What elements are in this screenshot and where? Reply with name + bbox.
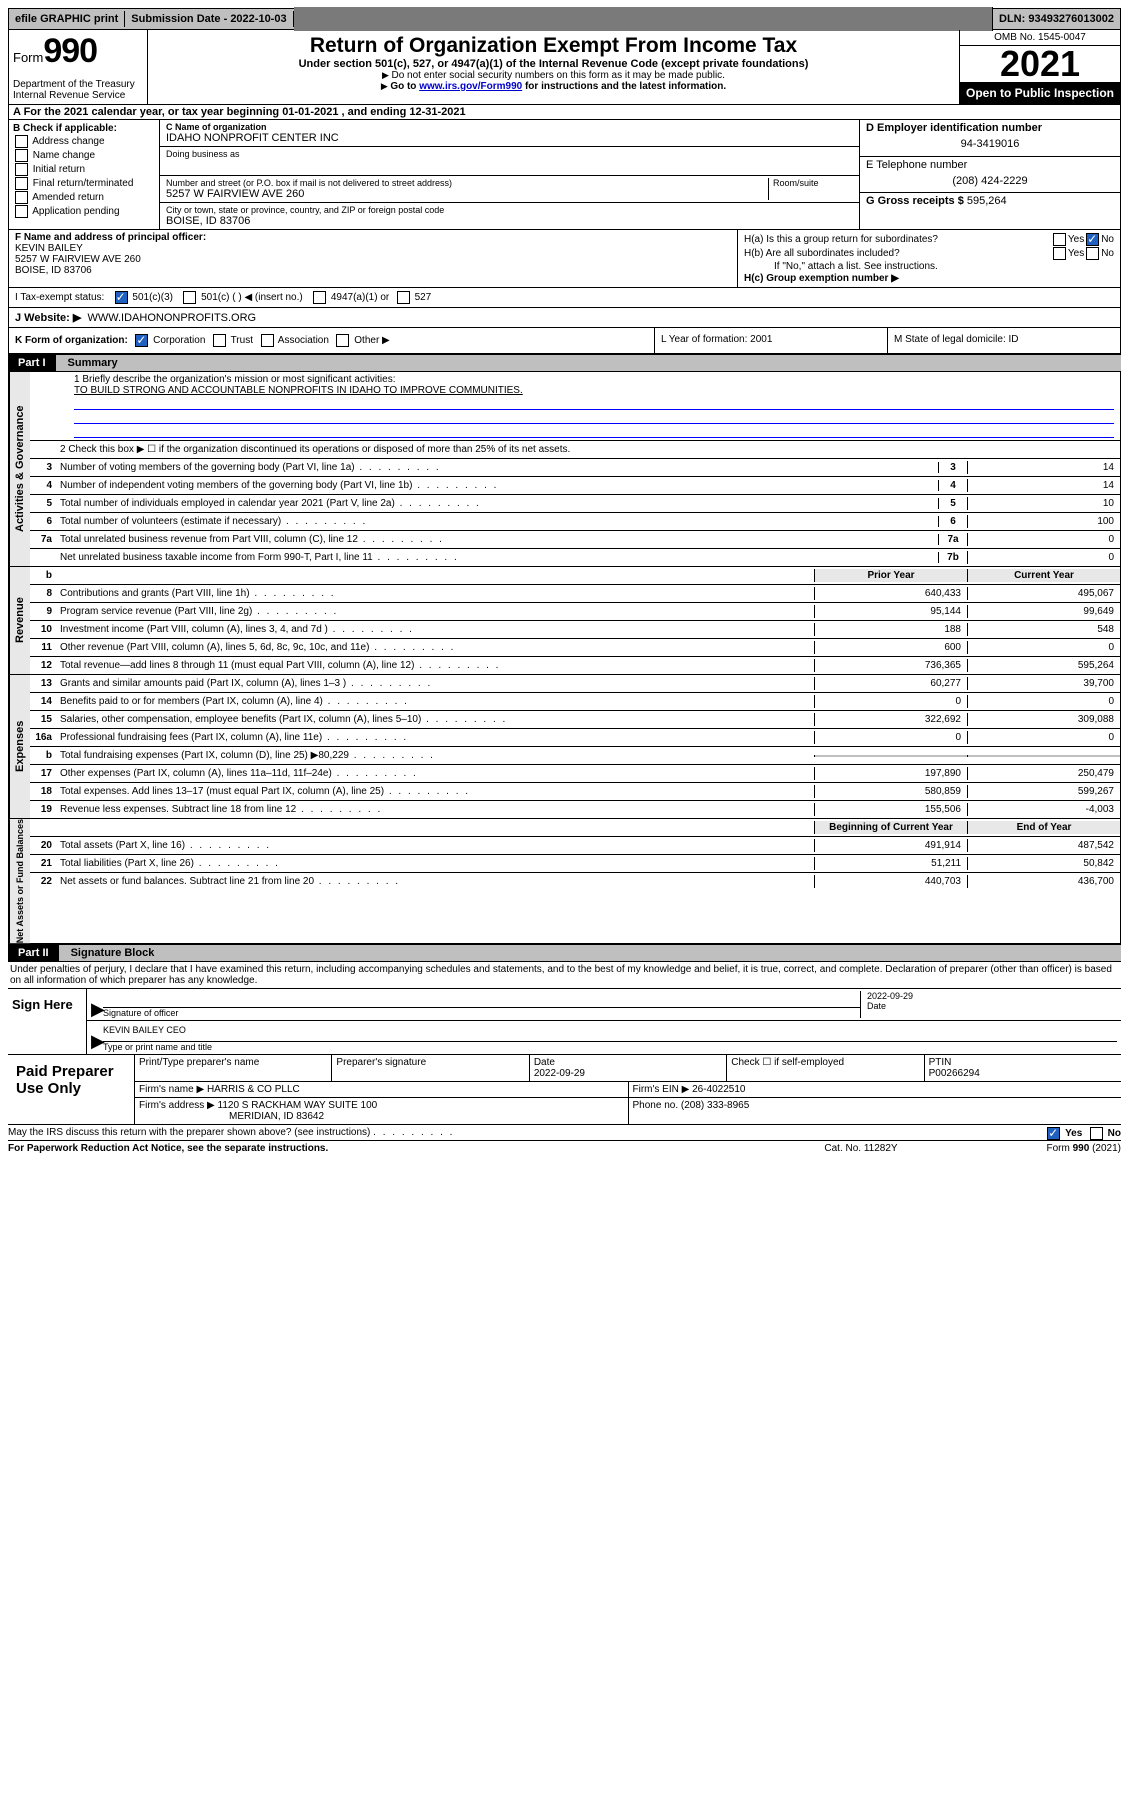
data-row: 9 Program service revenue (Part VIII, li… bbox=[30, 603, 1120, 621]
data-row: 13 Grants and similar amounts paid (Part… bbox=[30, 675, 1120, 693]
tax-year: 2021 bbox=[960, 46, 1120, 82]
dept-treasury: Department of the Treasury bbox=[13, 79, 143, 90]
sign-block: Sign Here ▶ Signature of officer 2022-09… bbox=[8, 989, 1121, 1055]
gov-row: Net unrelated business taxable income fr… bbox=[30, 549, 1120, 566]
preparer-block: Paid Preparer Use Only Print/Type prepar… bbox=[8, 1055, 1121, 1125]
section-a: A For the 2021 calendar year, or tax yea… bbox=[8, 105, 1121, 120]
gov-row: 6 Total number of volunteers (estimate i… bbox=[30, 513, 1120, 531]
firm-name: HARRIS & CO PLLC bbox=[207, 1084, 300, 1095]
row-i: I Tax-exempt status: 501(c)(3) 501(c) ( … bbox=[8, 288, 1121, 308]
data-row: b Total fundraising expenses (Part IX, c… bbox=[30, 747, 1120, 765]
sign-date: 2022-09-29 bbox=[867, 991, 1117, 1001]
data-row: 15 Salaries, other compensation, employe… bbox=[30, 711, 1120, 729]
penalties-text: Under penalties of perjury, I declare th… bbox=[8, 962, 1121, 989]
form-header: Form990 Department of the Treasury Inter… bbox=[8, 30, 1121, 105]
officer-name: KEVIN BAILEY bbox=[15, 243, 731, 254]
org-city: BOISE, ID 83706 bbox=[166, 215, 853, 227]
ptin: P00266294 bbox=[929, 1068, 980, 1079]
irs-discuss-row: May the IRS discuss this return with the… bbox=[8, 1125, 1121, 1140]
form-title: Return of Organization Exempt From Incom… bbox=[152, 34, 955, 58]
gov-row: 5 Total number of individuals employed i… bbox=[30, 495, 1120, 513]
block-bcd: B Check if applicable: Address change Na… bbox=[8, 120, 1121, 230]
org-name: IDAHO NONPROFIT CENTER INC bbox=[166, 132, 853, 144]
subtitle-3: Go to www.irs.gov/Form990 for instructio… bbox=[152, 81, 955, 92]
irs-label: Internal Revenue Service bbox=[13, 90, 143, 101]
phone: (208) 424-2229 bbox=[866, 175, 1114, 187]
side-expenses: Expenses bbox=[9, 675, 30, 818]
form-number: 990 bbox=[43, 32, 97, 70]
footer: For Paperwork Reduction Act Notice, see … bbox=[8, 1140, 1121, 1154]
row-j: J Website: ▶ WWW.IDAHONONPROFITS.ORG bbox=[8, 308, 1121, 328]
data-row: 22 Net assets or fund balances. Subtract… bbox=[30, 873, 1120, 890]
officer-sig-name: KEVIN BAILEY CEO bbox=[103, 1025, 186, 1035]
mission-text: TO BUILD STRONG AND ACCOUNTABLE NONPROFI… bbox=[74, 385, 1114, 396]
part1-body: Activities & Governance 1 Briefly descri… bbox=[8, 372, 1121, 944]
block-fh: F Name and address of principal officer:… bbox=[8, 230, 1121, 288]
data-row: 18 Total expenses. Add lines 13–17 (must… bbox=[30, 783, 1120, 801]
data-row: 10 Investment income (Part VIII, column … bbox=[30, 621, 1120, 639]
website: WWW.IDAHONONPROFITS.ORG bbox=[87, 312, 256, 324]
sign-arrow-icon: ▶ bbox=[91, 991, 103, 1018]
gov-row: 7a Total unrelated business revenue from… bbox=[30, 531, 1120, 549]
row-klm: K Form of organization: Corporation Trus… bbox=[8, 328, 1121, 354]
part1-header: Part I Summary bbox=[8, 354, 1121, 372]
ein: 94-3419016 bbox=[866, 138, 1114, 150]
side-governance: Activities & Governance bbox=[9, 372, 30, 566]
gov-row: 4 Number of independent voting members o… bbox=[30, 477, 1120, 495]
top-bar: efile GRAPHIC print Submission Date - 20… bbox=[8, 8, 1121, 30]
org-street: 5257 W FAIRVIEW AVE 260 bbox=[166, 188, 768, 200]
sign-arrow-icon: ▶ bbox=[91, 1023, 103, 1052]
data-row: 16a Professional fundraising fees (Part … bbox=[30, 729, 1120, 747]
data-row: 8 Contributions and grants (Part VIII, l… bbox=[30, 585, 1120, 603]
efile-label: efile GRAPHIC print bbox=[9, 11, 125, 27]
col-d: D Employer identification number 94-3419… bbox=[859, 120, 1120, 229]
subtitle-2: Do not enter social security numbers on … bbox=[152, 70, 955, 81]
col-b: B Check if applicable: Address change Na… bbox=[9, 120, 160, 229]
gross-receipts: 595,264 bbox=[967, 195, 1007, 207]
data-row: 14 Benefits paid to or for members (Part… bbox=[30, 693, 1120, 711]
data-row: 20 Total assets (Part X, line 16) 491,91… bbox=[30, 837, 1120, 855]
gov-row: 3 Number of voting members of the govern… bbox=[30, 459, 1120, 477]
data-row: 12 Total revenue—add lines 8 through 11 … bbox=[30, 657, 1120, 674]
form-word: Form bbox=[13, 50, 43, 65]
data-row: 19 Revenue less expenses. Subtract line … bbox=[30, 801, 1120, 818]
dln: DLN: 93493276013002 bbox=[993, 11, 1120, 27]
submission-date: Submission Date - 2022-10-03 bbox=[125, 11, 293, 27]
side-netassets: Net Assets or Fund Balances bbox=[9, 819, 30, 943]
col-c: C Name of organization IDAHO NONPROFIT C… bbox=[160, 120, 859, 229]
data-row: 21 Total liabilities (Part X, line 26) 5… bbox=[30, 855, 1120, 873]
subtitle-1: Under section 501(c), 527, or 4947(a)(1)… bbox=[152, 58, 955, 70]
open-public: Open to Public Inspection bbox=[960, 82, 1120, 104]
data-row: 17 Other expenses (Part IX, column (A), … bbox=[30, 765, 1120, 783]
side-revenue: Revenue bbox=[9, 567, 30, 674]
data-row: 11 Other revenue (Part VIII, column (A),… bbox=[30, 639, 1120, 657]
irs-link[interactable]: www.irs.gov/Form990 bbox=[419, 81, 522, 92]
part2-header: Part II Signature Block bbox=[8, 944, 1121, 962]
